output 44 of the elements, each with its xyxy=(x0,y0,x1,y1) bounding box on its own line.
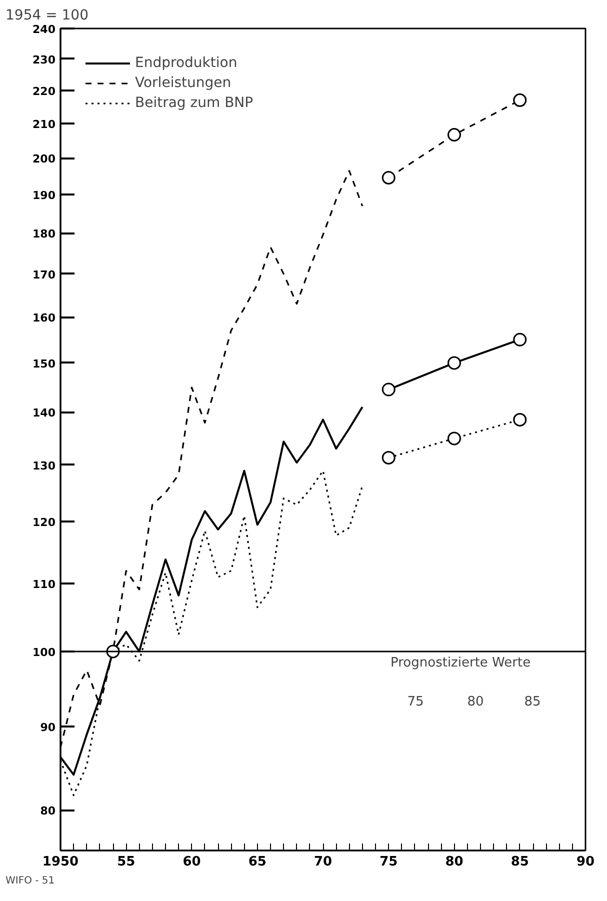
point xyxy=(448,432,461,446)
x-tick-label: 70 xyxy=(314,854,332,870)
x-tick-label: 85 xyxy=(510,854,529,870)
x-tick-label: 90 xyxy=(576,854,595,870)
x-tick-label: 75 xyxy=(380,854,398,870)
legend-label: Vorleistungen xyxy=(135,75,232,91)
y-tick-label: 200 xyxy=(32,152,56,166)
x-tick-label: 80 xyxy=(445,854,464,870)
y-tick-label: 100 xyxy=(32,646,56,659)
annotation: Prognostizierte Werte xyxy=(390,656,531,670)
x-tick-label: 55 xyxy=(117,854,136,870)
point xyxy=(448,356,461,370)
text: WIFO - 51 xyxy=(6,876,55,886)
y-tick-label: 110 xyxy=(32,578,56,592)
y-tick-label: 160 xyxy=(32,312,56,325)
point xyxy=(513,412,527,426)
y-tick-label: 120 xyxy=(32,516,56,530)
y-tick-label: 170 xyxy=(32,268,56,282)
point xyxy=(382,450,396,464)
legend-label: Beitrag zum BNP xyxy=(135,95,254,111)
annotation: 85 xyxy=(524,694,541,710)
y-tick-label: 140 xyxy=(32,406,56,420)
x-tick-label: 1950 xyxy=(42,854,79,870)
point xyxy=(382,382,396,396)
legend-label: Endproduktion xyxy=(135,55,238,71)
y-tick-label: 80 xyxy=(40,804,56,818)
y-tick-label: 150 xyxy=(32,357,56,370)
y-tick-label: 220 xyxy=(32,84,56,98)
point xyxy=(382,170,396,184)
y-tick-label: 180 xyxy=(32,228,56,241)
y-tick-label: 90 xyxy=(40,720,56,734)
point xyxy=(513,332,527,346)
y-tick-label: 190 xyxy=(32,189,56,202)
y-tick-label: 230 xyxy=(32,53,56,66)
y-axis-title: 1954 = 100 xyxy=(6,8,88,24)
x-tick-label: 65 xyxy=(248,854,266,870)
point xyxy=(448,128,461,142)
y-tick-label: 130 xyxy=(32,459,56,472)
annotation: 80 xyxy=(467,694,484,710)
y-tick-label: 210 xyxy=(32,118,56,132)
y-tick-label: 240 xyxy=(32,23,56,36)
point xyxy=(513,93,527,107)
x-tick-label: 60 xyxy=(182,854,201,870)
annotation: 75 xyxy=(407,694,424,710)
